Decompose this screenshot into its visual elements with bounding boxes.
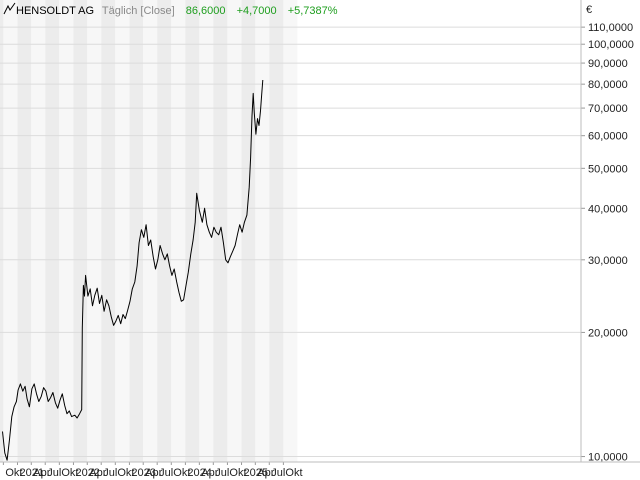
quarter-band (17, 0, 32, 462)
quarter-band (101, 0, 116, 462)
quarter-band (115, 0, 130, 462)
x-tick-label: Okt (117, 467, 134, 479)
line-chart-icon (3, 2, 16, 15)
y-tick-label: 20,0000 (588, 327, 628, 339)
x-tick-label: Jul (47, 467, 61, 479)
x-tick-label: 2024 (187, 467, 211, 479)
chart-header: HENSOLDT AG Täglich [Close] 86,6000 +4,7… (3, 2, 338, 17)
x-tick-label: Jul (215, 467, 229, 479)
x-tick-label: Okt (61, 467, 78, 479)
x-tick-label: Okt (229, 467, 246, 479)
quarter-band (129, 0, 144, 462)
quarter-band (157, 0, 172, 462)
y-tick-label: 90,0000 (588, 58, 628, 70)
quarter-band (31, 0, 46, 462)
x-tick-label: Jul (159, 467, 173, 479)
quarter-band (0, 0, 4, 462)
x-tick-label: Okt (285, 467, 302, 479)
quarter-band (255, 0, 270, 462)
quarter-band (45, 0, 60, 462)
last-price: 86,6000 (186, 5, 226, 17)
quarter-band (59, 0, 74, 462)
price-series-line (2, 79, 264, 461)
y-axis-ticks: 110,0000 100,0000 90,0000 80,0000 70,0000 60,… (581, 22, 634, 464)
change-absolute: +4,7000 (237, 5, 277, 17)
y-tick-label: 70,0000 (588, 103, 628, 115)
x-tick-label: 2021 (19, 467, 43, 479)
y-tick-label: 80,0000 (588, 79, 628, 91)
quarter-band (227, 0, 242, 462)
quarter-band (283, 0, 298, 462)
x-tick-label: Jul (103, 467, 117, 479)
y-tick-label: 30,0000 (588, 255, 628, 267)
quarter-band (185, 0, 200, 462)
quarter-band (73, 0, 88, 462)
y-tick-label: 60,0000 (588, 131, 628, 143)
quarter-band (241, 0, 256, 462)
x-tick-label: Apr (89, 467, 106, 479)
quarter-band (171, 0, 186, 462)
currency-unit-label: € (586, 4, 592, 16)
instrument-name: HENSOLDT AG (16, 5, 94, 17)
quarter-band (269, 0, 284, 462)
y-tick-label: 110,0000 (588, 22, 633, 34)
x-tick-label: Apr (145, 467, 162, 479)
y-tick-label: 100,0000 (588, 39, 634, 51)
svg-text:HENSOLDT AG Täglich [Clo: HENSOLDT AG Täglich [Close] 86,6000 +4,7… (16, 5, 338, 17)
quarter-band (199, 0, 214, 462)
x-tick-label: 2022 (75, 467, 99, 479)
quarter-band (3, 0, 18, 462)
y-tick-label: 40,0000 (588, 203, 628, 215)
quarter-band (87, 0, 102, 462)
horizontal-gridlines (0, 26, 581, 458)
y-tick-label: 50,0000 (588, 163, 628, 175)
quarter-band (143, 0, 158, 462)
x-tick-label: Okt (5, 467, 22, 479)
period-type: Täglich [Close] (102, 5, 175, 17)
change-percent: +5,7387% (288, 5, 338, 17)
x-tick-label: Apr (257, 467, 274, 479)
x-tick-label: 2025 (244, 467, 268, 479)
x-tick-label: Okt (173, 467, 190, 479)
y-tick-label: 10,0000 (588, 452, 628, 464)
background-bands (0, 0, 298, 462)
x-tick-label: Jul (271, 467, 285, 479)
x-tick-label: Apr (33, 467, 50, 479)
x-tick-label: Apr (201, 467, 218, 479)
x-tick-label: 2023 (131, 467, 155, 479)
